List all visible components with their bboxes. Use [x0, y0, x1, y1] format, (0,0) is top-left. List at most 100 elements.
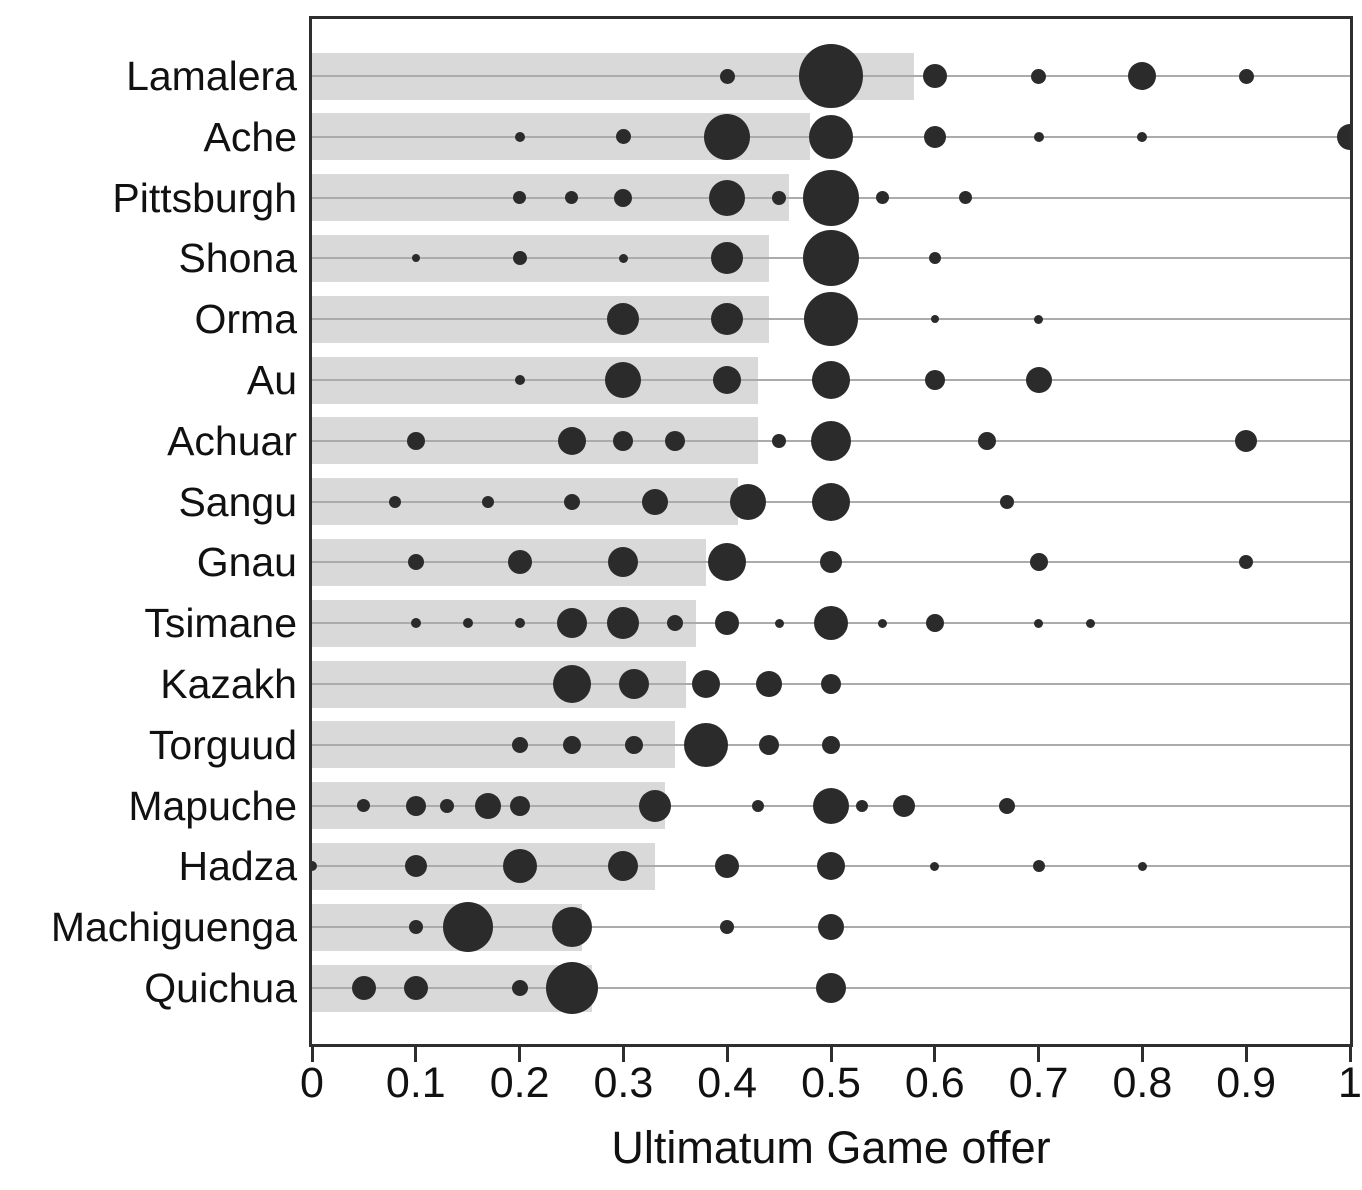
offer-bubble	[475, 792, 502, 819]
x-tick-label: 0.6	[904, 1059, 965, 1107]
offer-bubble	[615, 129, 631, 145]
offer-bubble	[922, 64, 947, 88]
offer-bubble	[729, 483, 766, 520]
offer-bubble	[557, 426, 586, 455]
offer-bubble	[551, 907, 592, 948]
offer-bubble	[408, 920, 423, 935]
offer-bubble	[1337, 123, 1350, 150]
offer-bubble	[803, 230, 859, 287]
society-label-shona: Shona	[178, 235, 297, 282]
offer-bubble	[772, 433, 787, 448]
offer-bubble	[405, 795, 426, 816]
society-label-hadza: Hadza	[178, 843, 297, 890]
offer-bubble	[462, 618, 473, 629]
offer-bubble	[708, 543, 747, 582]
offer-bubble	[755, 671, 782, 697]
society-label-gnau: Gnau	[196, 539, 297, 586]
society-label-tsimane: Tsimane	[144, 600, 297, 647]
offer-bubble	[507, 550, 532, 575]
offer-bubble	[822, 735, 840, 754]
offer-bubble	[638, 789, 671, 822]
offer-bubble	[856, 799, 869, 812]
offer-bubble	[812, 361, 850, 399]
offer-bubble	[924, 370, 945, 390]
offer-bubble	[613, 430, 634, 451]
x-tick-label: 0.2	[489, 1059, 550, 1107]
x-tick-label: 1	[1338, 1059, 1362, 1107]
x-tick	[1244, 1047, 1248, 1062]
society-label-achuar: Achuar	[167, 417, 297, 464]
offer-bubble	[618, 669, 649, 699]
offer-bubble	[1034, 618, 1044, 628]
offer-bubble	[1029, 553, 1048, 572]
offer-bubble	[821, 674, 841, 694]
offer-bubble	[351, 976, 376, 1000]
offer-bubble	[1032, 860, 1045, 873]
offer-bubble	[563, 493, 580, 510]
offer-bubble	[809, 114, 853, 159]
offer-bubble	[403, 976, 428, 1000]
offer-bubble	[511, 980, 528, 996]
offer-bubble	[925, 614, 944, 633]
offer-bubble	[684, 722, 729, 767]
offer-bubble	[562, 735, 581, 754]
offer-bubble	[876, 191, 890, 205]
offer-bubble	[799, 44, 863, 108]
plot-area	[309, 16, 1353, 1047]
society-label-kazakh: Kazakh	[160, 661, 297, 707]
x-tick-label: 0.3	[593, 1059, 654, 1107]
offer-bubble	[959, 191, 973, 205]
offer-bubble	[1000, 494, 1015, 509]
offer-bubble	[930, 861, 940, 871]
society-label-pittsburgh: Pittsburgh	[112, 174, 297, 221]
society-label-torguud: Torguud	[148, 721, 297, 768]
society-label-orma: Orma	[194, 296, 298, 343]
offer-bubble	[1033, 131, 1044, 142]
offer-bubble	[930, 315, 939, 324]
offer-bubble	[509, 795, 530, 816]
offer-bubble	[624, 735, 643, 754]
offer-bubble	[442, 902, 493, 953]
offer-bubble	[514, 618, 525, 629]
offer-bubble	[803, 169, 859, 226]
society-label-quichua: Quichua	[144, 965, 297, 1011]
offer-bubble	[514, 131, 525, 142]
offer-bubble	[556, 608, 587, 639]
x-tick	[933, 1047, 937, 1062]
offer-bubble	[928, 252, 941, 265]
society-label-mapuche: Mapuche	[128, 782, 297, 829]
offer-bubble	[704, 113, 751, 160]
x-tick-label: 0.5	[801, 1059, 861, 1107]
offer-bubble	[1025, 367, 1052, 393]
offer-bubble	[709, 179, 746, 216]
society-label-sangu: Sangu	[178, 478, 297, 525]
offer-bubble	[814, 606, 848, 641]
offer-bubble	[1128, 62, 1157, 90]
x-tick	[829, 1047, 833, 1062]
offer-bubble	[608, 851, 639, 882]
offer-bubble	[565, 191, 578, 205]
society-label-machiguenga: Machiguenga	[50, 904, 297, 951]
offer-bubble	[1238, 68, 1254, 84]
offer-bubble	[410, 618, 421, 629]
offer-bubble	[511, 736, 528, 753]
offer-bubble	[389, 495, 402, 508]
x-tick	[725, 1047, 729, 1062]
offer-bubble	[711, 242, 744, 275]
offer-bubble	[1086, 618, 1095, 628]
offer-bubble	[999, 797, 1016, 814]
offer-bubble	[752, 799, 765, 812]
offer-bubble	[614, 188, 633, 207]
offer-bubble	[513, 191, 527, 205]
offer-bubble	[817, 852, 845, 881]
offer-bubble	[892, 794, 915, 817]
society-label-lamalera: Lamalera	[126, 53, 297, 99]
offer-bubble	[312, 861, 317, 872]
x-tick	[1348, 1047, 1352, 1062]
offer-bubble	[811, 420, 851, 461]
offer-bubble	[404, 855, 427, 878]
offer-bubble	[439, 798, 454, 813]
society-label-au: Au	[246, 357, 297, 403]
offer-bubble	[545, 962, 598, 1014]
